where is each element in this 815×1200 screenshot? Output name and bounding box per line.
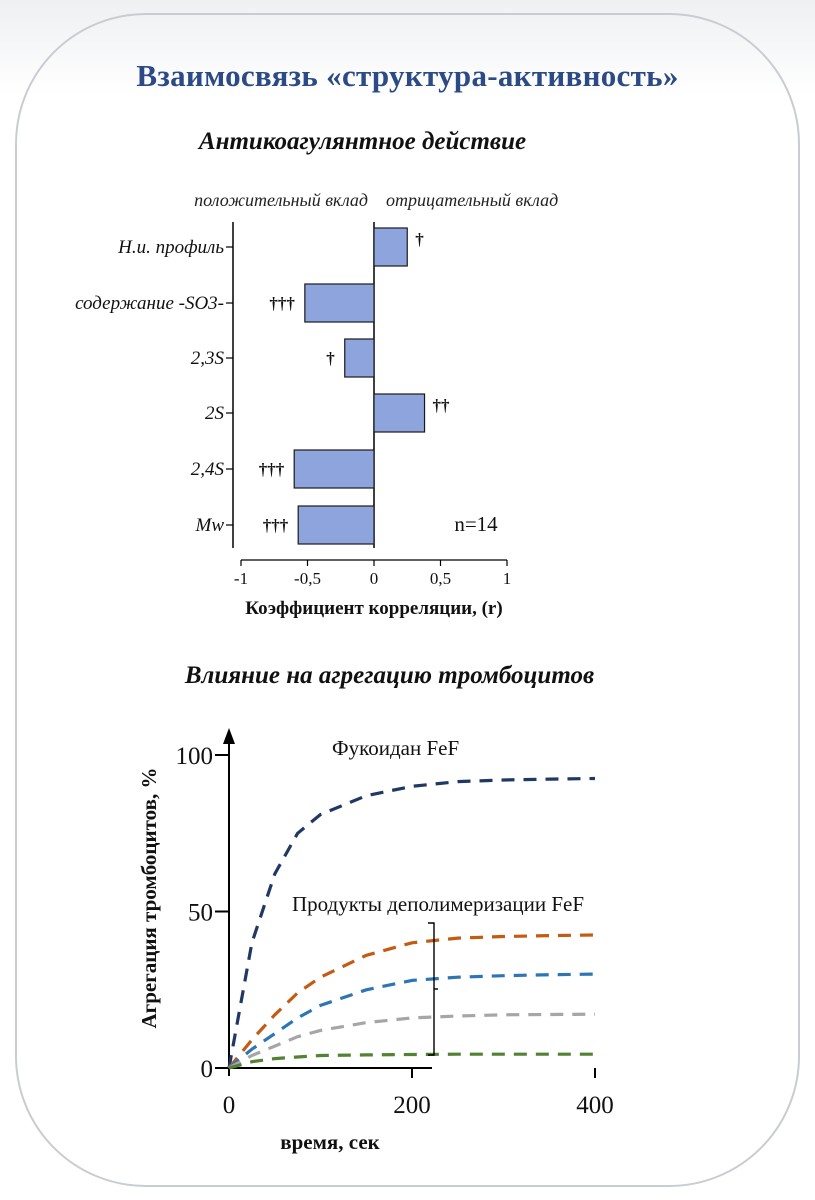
significance-mark: ††	[433, 396, 451, 415]
bar-category-label: 2,4S	[191, 459, 225, 480]
bar	[304, 283, 375, 323]
bar-category-label: содержание -SO3-	[75, 293, 224, 314]
bar-x-tick-label: -0,5	[294, 569, 321, 588]
platelet-aggregation-title: Влияние на агрегацию тромбоцитов	[184, 662, 595, 689]
slide-title: Взаимосвязь «структура-активность»	[136, 58, 679, 93]
sample-size-annotation: n=14	[454, 512, 498, 536]
bar-x-axis-label: Коэффициент корреляции, (r)	[245, 598, 502, 619]
header-negative: отрицательный вклад	[386, 190, 558, 210]
bar	[373, 393, 426, 433]
series-line	[227, 933, 596, 1070]
bar-x-tick-label: 1	[503, 569, 512, 588]
significance-mark: †††	[263, 516, 289, 535]
line-y-tick-label: 50	[188, 900, 213, 927]
bar	[293, 449, 375, 489]
bar-category-label: 2S	[205, 403, 225, 424]
series-label-depolymerization: Продукты деполимеризации FeF	[292, 892, 584, 916]
bar	[344, 338, 375, 378]
series-line	[227, 972, 596, 1070]
series-label-fucoidan: Фукоидан FeF	[332, 736, 459, 760]
bar-x-tick-label: 0,5	[430, 569, 451, 588]
significance-mark: †††	[269, 294, 295, 313]
bar-x-tick-label: -1	[234, 569, 248, 588]
y-axis-arrow	[223, 728, 235, 744]
series-line	[228, 1012, 596, 1070]
group-bracket	[428, 922, 435, 1056]
header-positive: положительный вклад	[194, 190, 368, 210]
bar-category-label: Mw	[195, 515, 225, 536]
significance-mark: †	[415, 230, 424, 249]
series-line	[227, 776, 596, 1069]
line-x-tick-label: 200	[393, 1092, 431, 1119]
line-y-tick-label: 0	[201, 1056, 214, 1083]
series-line	[228, 1052, 595, 1070]
line-y-axis-label: Агрегация тромбоцитов, %	[137, 768, 161, 1029]
line-y-tick-label: 100	[176, 743, 214, 770]
significance-mark: †††	[259, 460, 285, 479]
significance-mark: †	[326, 349, 335, 368]
bar	[373, 227, 408, 267]
line-x-axis-label: время, сек	[280, 1130, 380, 1154]
bar-x-tick-label: 0	[370, 569, 379, 588]
bar	[297, 505, 375, 545]
line-x-tick-label: 400	[576, 1092, 614, 1119]
bar-category-label: 2,3S	[191, 348, 225, 369]
bar-category-label: Н.и. профиль	[117, 237, 224, 258]
anticoagulant-title: Антикоагулянтное действие	[198, 128, 527, 155]
line-x-tick-label: 0	[223, 1092, 236, 1119]
